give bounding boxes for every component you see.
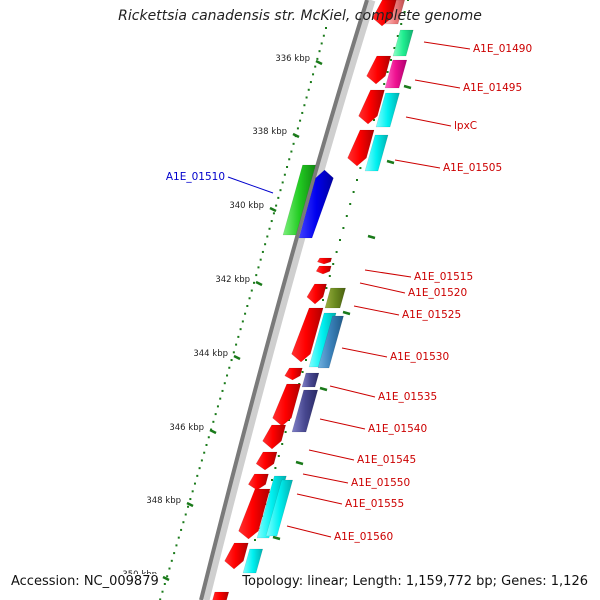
- kbp-tick-label: 336 kbp: [275, 54, 310, 64]
- kbp-tick-label: 340 kbp: [229, 201, 264, 211]
- gene-feature: [317, 315, 344, 369]
- gene-feature: [364, 134, 389, 172]
- leader-line: [405, 116, 452, 127]
- gene-feature: [282, 164, 316, 236]
- gene-label: A1E_01530: [390, 351, 449, 363]
- leader-line: [296, 493, 343, 505]
- accession-text: Accession: NC_009879: [9, 574, 161, 589]
- leader-line: [302, 473, 349, 484]
- gene-feature: [265, 479, 294, 537]
- gene-features: [212, 0, 414, 600]
- gene-feature: [291, 389, 319, 433]
- gene-feature: [272, 383, 302, 427]
- leader-line: [308, 449, 355, 461]
- kbp-tick-label: 346 kbp: [169, 423, 204, 433]
- gene-feature: [315, 265, 332, 275]
- gene-label: A1E_01540: [368, 423, 427, 435]
- gene-label: A1E_01555: [345, 498, 404, 510]
- leader-line: [319, 418, 366, 430]
- leader-line: [286, 525, 332, 538]
- leader-line: [359, 282, 406, 294]
- kbp-tick-label: 348 kbp: [146, 496, 181, 506]
- gene-feature: [372, 0, 397, 27]
- gene-label: A1E_01495: [463, 82, 522, 94]
- leader-line: [227, 176, 274, 194]
- gene-feature: [306, 283, 327, 305]
- gene-feature: [212, 591, 230, 600]
- label-leader-lines: [227, 41, 471, 538]
- gene-labels: A1E_01490 A1E_01495 lpxC A1E_01505 A1E_01510…: [166, 43, 532, 543]
- leader-line: [414, 79, 461, 89]
- gene-feature: [284, 367, 303, 381]
- gene-label: A1E_01520: [408, 287, 467, 299]
- gene-feature: [347, 129, 375, 167]
- gene-label: A1E_01515: [414, 271, 473, 283]
- leader-line: [341, 347, 388, 358]
- gene-feature: [238, 488, 271, 540]
- backbone-shadow: [200, 0, 376, 600]
- gene-feature: [262, 424, 287, 450]
- gene-label: A1E_01490: [473, 43, 532, 55]
- gene-label: A1E_01560: [334, 531, 393, 543]
- gene-label: lpxC: [454, 120, 477, 132]
- genome-summary-text: Topology: linear; Length: 1,159,772 bp; …: [240, 574, 590, 589]
- gene-feature: [316, 257, 333, 265]
- gene-feature: [298, 169, 334, 239]
- leader-line: [394, 159, 441, 169]
- gene-feature: [255, 451, 278, 471]
- gene-feature: [224, 542, 249, 570]
- leader-line: [329, 385, 376, 398]
- gene-label: A1E_01505: [443, 162, 502, 174]
- gene-label: A1E_01545: [357, 454, 416, 466]
- gene-feature: [375, 92, 400, 128]
- leader-line: [353, 305, 400, 316]
- gene-feature: [358, 89, 385, 125]
- kbp-tick-label: 338 kbp: [252, 127, 287, 137]
- gene-label: A1E_01510: [166, 171, 225, 183]
- gene-feature: [301, 372, 320, 388]
- gene-label: A1E_01550: [351, 477, 410, 489]
- gene-label: A1E_01535: [378, 391, 437, 403]
- gene-feature: [392, 29, 414, 57]
- gene-feature: [324, 287, 346, 309]
- backbone: [199, 0, 369, 600]
- map-title: Rickettsia canadensis str. McKiel, compl…: [118, 8, 482, 24]
- gene-label: A1E_01525: [402, 309, 461, 321]
- gene-feature: [242, 548, 264, 574]
- gene-feature: [247, 473, 269, 491]
- gene-feature: [291, 307, 324, 363]
- kbp-tick-label: 342 kbp: [215, 275, 250, 285]
- gene-feature: [384, 59, 408, 89]
- gene-feature: [366, 55, 392, 85]
- kbp-tick-label: 344 kbp: [193, 349, 228, 359]
- leader-line: [423, 41, 471, 50]
- leader-line: [364, 269, 412, 278]
